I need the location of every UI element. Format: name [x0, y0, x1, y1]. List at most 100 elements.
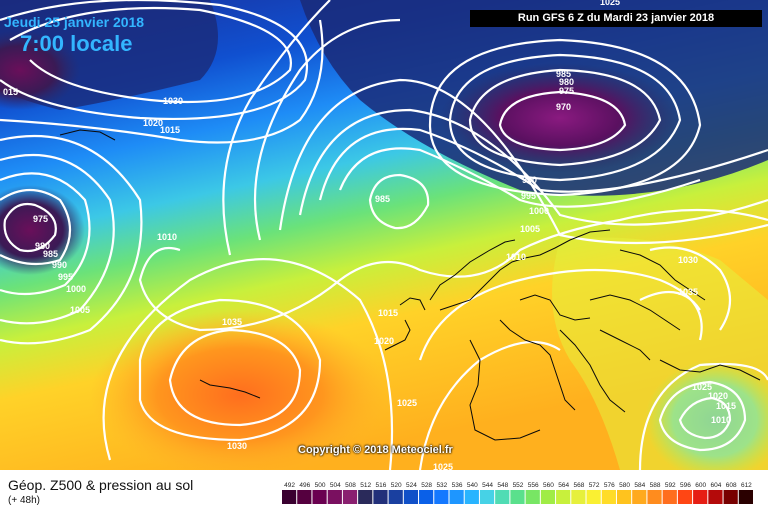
legend-swatch — [738, 490, 753, 504]
legend-tick-label: 572 — [589, 482, 600, 489]
isobar-label: 985 — [375, 194, 390, 204]
legend-swatch — [723, 490, 738, 504]
legend-swatch — [708, 490, 723, 504]
legend-tick-label: 608 — [726, 482, 737, 489]
isobar-label: 1015 — [716, 401, 736, 411]
legend-swatch — [677, 490, 693, 504]
legend-swatch — [632, 490, 647, 504]
isobar-labels: 1025015103010201015985980975970990995985… — [3, 0, 736, 470]
legend-tick-label: 552 — [513, 482, 524, 489]
isobar-label: 1025 — [433, 462, 453, 470]
forecast-time: 7:00 locale — [20, 31, 133, 56]
legend-tick-label: 600 — [695, 482, 706, 489]
isobar-label: 1020 — [374, 336, 394, 346]
legend-tick-label: 604 — [711, 482, 722, 489]
legend-swatch — [419, 490, 434, 504]
legend-tick-label: 492 — [284, 482, 295, 489]
legend-swatch — [297, 490, 312, 504]
isobar-label: 015 — [3, 87, 18, 97]
isobar-label: 980 — [35, 241, 50, 251]
isobar-label: 1000 — [66, 284, 86, 294]
copyright: Copyright © 2018 Meteociel.fr — [298, 444, 453, 456]
legend-tick-label: 548 — [497, 482, 508, 489]
legend-tick-label: 580 — [619, 482, 630, 489]
isobar-label: 1035 — [678, 287, 698, 297]
run-info: Run GFS 6 Z du Mardi 23 janvier 2018 — [470, 10, 762, 27]
isobar-label: 990 — [522, 175, 537, 185]
isobar-label: 1010 — [506, 252, 526, 262]
legend-swatch — [510, 490, 525, 504]
legend-tick-label: 540 — [467, 482, 478, 489]
legend-tick-label: 584 — [634, 482, 645, 489]
legend-swatch — [601, 490, 616, 504]
legend-swatch — [693, 490, 708, 504]
legend-swatch — [556, 490, 571, 504]
isobar-label: 1030 — [227, 441, 247, 451]
legend-swatch — [662, 490, 677, 504]
legend-swatch — [586, 490, 601, 504]
legend-tick-label: 564 — [558, 482, 569, 489]
legend-tick-label: 516 — [376, 482, 387, 489]
legend-swatch — [647, 490, 662, 504]
legend-swatch — [327, 490, 342, 504]
legend-swatch — [464, 490, 479, 504]
legend-tick-label: 520 — [391, 482, 402, 489]
legend-swatch — [388, 490, 403, 504]
legend-tick-label: 500 — [315, 482, 326, 489]
isobar-label: 995 — [521, 191, 536, 201]
legend-tick-label: 536 — [452, 482, 463, 489]
map-caption: Géop. Z500 & pression au sol — [8, 477, 194, 493]
legend-tick-label: 560 — [543, 482, 554, 489]
legend-tick-label: 544 — [482, 482, 493, 489]
isobar-label: 1000 — [529, 206, 549, 216]
isobar-label: 1025 — [692, 382, 712, 392]
isobar-label: 1025 — [600, 0, 620, 7]
isobar-label: 970 — [556, 102, 571, 112]
legend-swatch — [571, 490, 586, 504]
isobar-label: 1035 — [222, 317, 242, 327]
isobar-label: 1020 — [708, 391, 728, 401]
legend-swatch — [495, 490, 510, 504]
isobar-label: 985 — [43, 249, 58, 259]
legend-tick-label: 576 — [604, 482, 615, 489]
isobar-label: 1015 — [160, 125, 180, 135]
legend-tick-label: 532 — [436, 482, 447, 489]
legend-swatch — [540, 490, 556, 504]
color-scale-legend: 492 496 500 504 508 512 516 520 524 528 532 536 540 5… — [282, 482, 753, 504]
isobar-label: 1010 — [157, 232, 177, 242]
isobar-label: 1005 — [520, 224, 540, 234]
forecast-offset: (+ 48h) — [8, 495, 40, 506]
forecast-date: Jeudi 25 janvier 2018 — [4, 14, 145, 30]
legend-swatch — [282, 490, 297, 504]
legend-tick-label: 596 — [680, 482, 691, 489]
legend-tick-label: 504 — [330, 482, 341, 489]
legend-swatch — [616, 490, 632, 504]
isobar-label: 1030 — [678, 255, 698, 265]
legend-swatch — [312, 490, 327, 504]
isobar-label: 975 — [559, 86, 574, 96]
legend-tick-label: 528 — [421, 482, 432, 489]
legend-swatch — [479, 490, 495, 504]
isobar-label: 985 — [556, 69, 571, 79]
legend-swatch — [434, 490, 449, 504]
legend-swatch — [403, 490, 419, 504]
isobar-label: 980 — [559, 77, 574, 87]
legend-tick-label: 612 — [741, 482, 752, 489]
legend-tick-label: 588 — [650, 482, 661, 489]
isobar-label: 990 — [52, 260, 67, 270]
isobar-label: 1025 — [397, 398, 417, 408]
isobar-label: 1015 — [378, 308, 398, 318]
isobar-label: 995 — [58, 272, 73, 282]
legend-tick-label: 508 — [345, 482, 356, 489]
legend-swatch — [342, 490, 358, 504]
legend-tick-label: 524 — [406, 482, 417, 489]
legend-tick-label: 496 — [299, 482, 310, 489]
legend-swatch — [525, 490, 540, 504]
legend-swatch — [449, 490, 464, 504]
legend-tick-label: 512 — [360, 482, 371, 489]
weather-map: 1025015103010201015985980975970990995985… — [0, 0, 768, 470]
legend-swatch — [358, 490, 373, 504]
isobar-label: 1005 — [70, 305, 90, 315]
legend-swatch — [373, 490, 388, 504]
